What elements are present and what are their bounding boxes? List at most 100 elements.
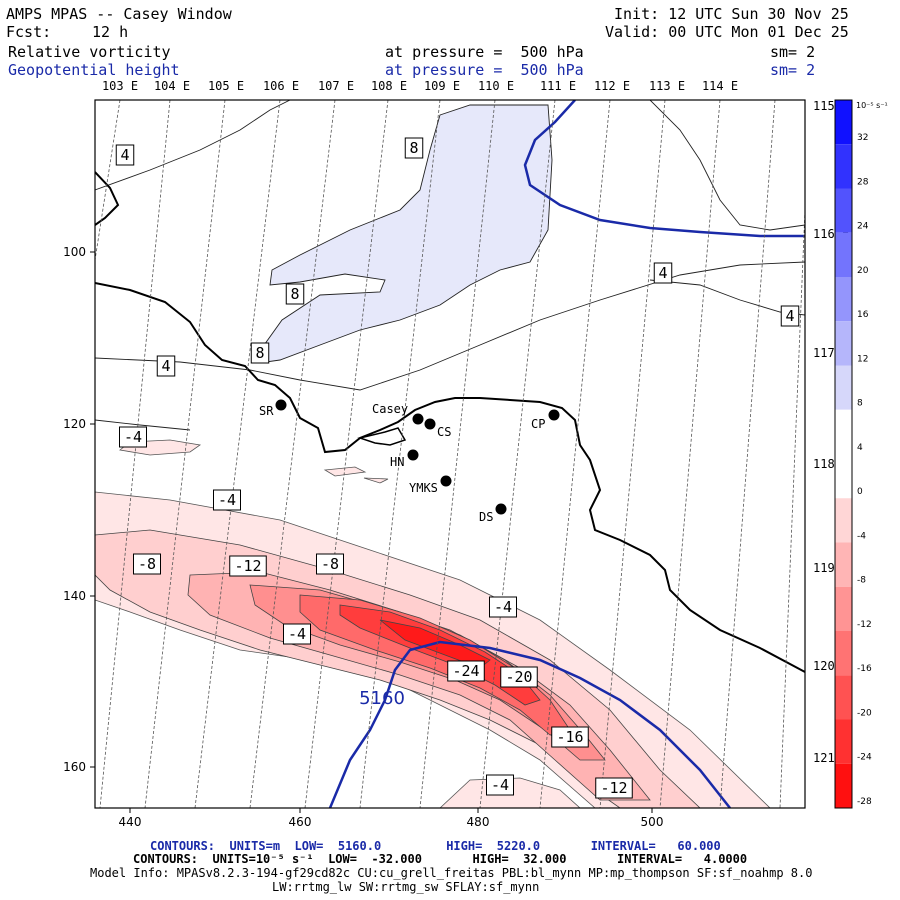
longitude-label: 114 E bbox=[702, 79, 738, 93]
contour-label-box bbox=[780, 305, 800, 327]
station-marker bbox=[548, 409, 560, 421]
longitude-grid bbox=[95, 100, 805, 808]
field1-name: Relative vorticity bbox=[8, 43, 171, 61]
coastline bbox=[95, 171, 120, 226]
station-label: SR bbox=[259, 404, 274, 418]
field2-smoothing: sm= 2 bbox=[770, 61, 816, 79]
vorticity-contour-info: CONTOURS: UNITS=10⁻⁵ s⁻¹ LOW= -32.000 HI… bbox=[133, 852, 748, 866]
colorbar-label: -12 bbox=[857, 620, 872, 630]
colorbar-label: -4 bbox=[857, 531, 866, 541]
colorbar-label: -20 bbox=[857, 708, 872, 718]
longitude-label: 107 E bbox=[318, 79, 354, 93]
station-label: DS bbox=[479, 510, 493, 524]
contour-label-box bbox=[119, 426, 147, 448]
colorbar-segment bbox=[835, 365, 852, 410]
contour-label: 8 bbox=[290, 285, 299, 303]
chart-title: AMPS MPAS -- Casey Window bbox=[6, 5, 232, 23]
station-marker bbox=[495, 503, 507, 515]
colorbar-segment bbox=[835, 409, 852, 454]
contour-label-box bbox=[285, 283, 305, 305]
colorbar-label: 12 bbox=[857, 354, 868, 364]
colorbar-segment bbox=[835, 719, 852, 764]
vorticity-band-minus24 bbox=[339, 604, 541, 706]
colorbar-segment bbox=[835, 188, 852, 233]
contour-label-box bbox=[489, 596, 517, 618]
contour-label: -12 bbox=[234, 557, 261, 575]
longitude-label: 111 E bbox=[540, 79, 576, 93]
colorbar-label: -24 bbox=[857, 753, 872, 763]
longitude-label: 113 E bbox=[649, 79, 685, 93]
x-tick-label: 440 bbox=[119, 815, 142, 829]
colorbar-label: 16 bbox=[857, 310, 869, 320]
contour-label-box bbox=[316, 553, 344, 575]
contour-label: -24 bbox=[452, 662, 479, 680]
contour-label-box bbox=[551, 726, 589, 748]
colorbar-segment bbox=[835, 542, 852, 587]
contour-label-box bbox=[250, 342, 270, 364]
longitude-label: 108 E bbox=[371, 79, 407, 93]
contour-label-box bbox=[213, 489, 241, 511]
x-tick-label: 480 bbox=[467, 815, 490, 829]
valid-time: Valid: 00 UTC Mon 01 Dec 25 bbox=[605, 23, 849, 41]
contour-label: 4 bbox=[120, 146, 129, 164]
contour-label: -4 bbox=[491, 776, 509, 794]
colorbar-segment bbox=[835, 631, 852, 676]
contour-label: -4 bbox=[494, 598, 512, 616]
vorticity-contour-4 bbox=[649, 100, 805, 231]
contour-label-box bbox=[404, 137, 424, 159]
contour-label: -8 bbox=[138, 555, 156, 573]
height-contour-north bbox=[523, 100, 805, 238]
island-outline bbox=[357, 427, 407, 446]
colorbar-segment bbox=[835, 763, 852, 808]
station-marker bbox=[275, 399, 287, 411]
colorbar-segment bbox=[835, 232, 852, 277]
longitude-label: 109 E bbox=[424, 79, 460, 93]
colorbar-segment bbox=[835, 675, 852, 720]
colorbar-label: 4 bbox=[857, 443, 863, 453]
stations: SR Casey CS CP HN YMKS DS bbox=[259, 399, 560, 524]
positive-vorticity-area bbox=[262, 105, 552, 362]
station-label: YMKS bbox=[409, 481, 438, 495]
station-marker bbox=[407, 449, 419, 461]
contour-label-box bbox=[283, 623, 311, 645]
forecast-label: Fcst: bbox=[6, 23, 52, 41]
contour-label: 4 bbox=[658, 264, 667, 282]
station-label: CP bbox=[531, 417, 545, 431]
x-tick-label: 500 bbox=[641, 815, 664, 829]
contour-label-box bbox=[500, 666, 538, 688]
longitude-label: 105 E bbox=[208, 79, 244, 93]
colorbar-segment bbox=[835, 586, 852, 631]
height-contour-label: 5160 bbox=[359, 688, 405, 709]
x-tick-label: 460 bbox=[289, 815, 312, 829]
forecast-value: 12 h bbox=[92, 23, 129, 41]
station-label: HN bbox=[390, 455, 404, 469]
y-axis: 100 120 140 160 bbox=[63, 245, 95, 774]
plot-frame bbox=[94, 99, 806, 809]
colorbar-label: 28 bbox=[857, 177, 869, 187]
coastline bbox=[95, 282, 805, 673]
longitude-label: 103 E bbox=[102, 79, 138, 93]
contour-label: -8 bbox=[321, 555, 339, 573]
colorbar-label: -28 bbox=[857, 797, 872, 807]
contour-label: 4 bbox=[161, 357, 170, 375]
contour-label-box bbox=[653, 262, 673, 284]
longitude-labels-top: 103 E 104 E 105 E 106 E 107 E 108 E 109 E 110 E… bbox=[102, 79, 738, 93]
colorbar-label: -16 bbox=[857, 664, 872, 674]
field1-level: at pressure = 500 hPa bbox=[385, 43, 584, 61]
colorbar-label: 20 bbox=[857, 266, 869, 276]
height-contour-5160 bbox=[328, 640, 731, 808]
colorbar-frame bbox=[834, 99, 853, 809]
contour-labels: 4 8 8 8 4 4 4 -4 -4 -8 -12 -8 -4 -4 -24 -20 -16 -12 -4 bbox=[115, 137, 800, 799]
contour-label-box bbox=[115, 144, 135, 166]
height-contour-info: CONTOURS: UNITS=m LOW= 5160.0 HIGH= 5220… bbox=[150, 839, 721, 853]
init-time: Init: 12 UTC Sun 30 Nov 25 bbox=[614, 5, 849, 23]
colorbar-segment bbox=[835, 454, 852, 499]
contour-label-box bbox=[229, 555, 267, 577]
colorbar-segment bbox=[835, 321, 852, 366]
vorticity-contour-minus4 bbox=[95, 419, 191, 431]
contour-label: 8 bbox=[409, 139, 418, 157]
longitude-label: 106 E bbox=[263, 79, 299, 93]
contour-label: 8 bbox=[255, 344, 264, 362]
colorbar-label: 8 bbox=[857, 399, 863, 409]
